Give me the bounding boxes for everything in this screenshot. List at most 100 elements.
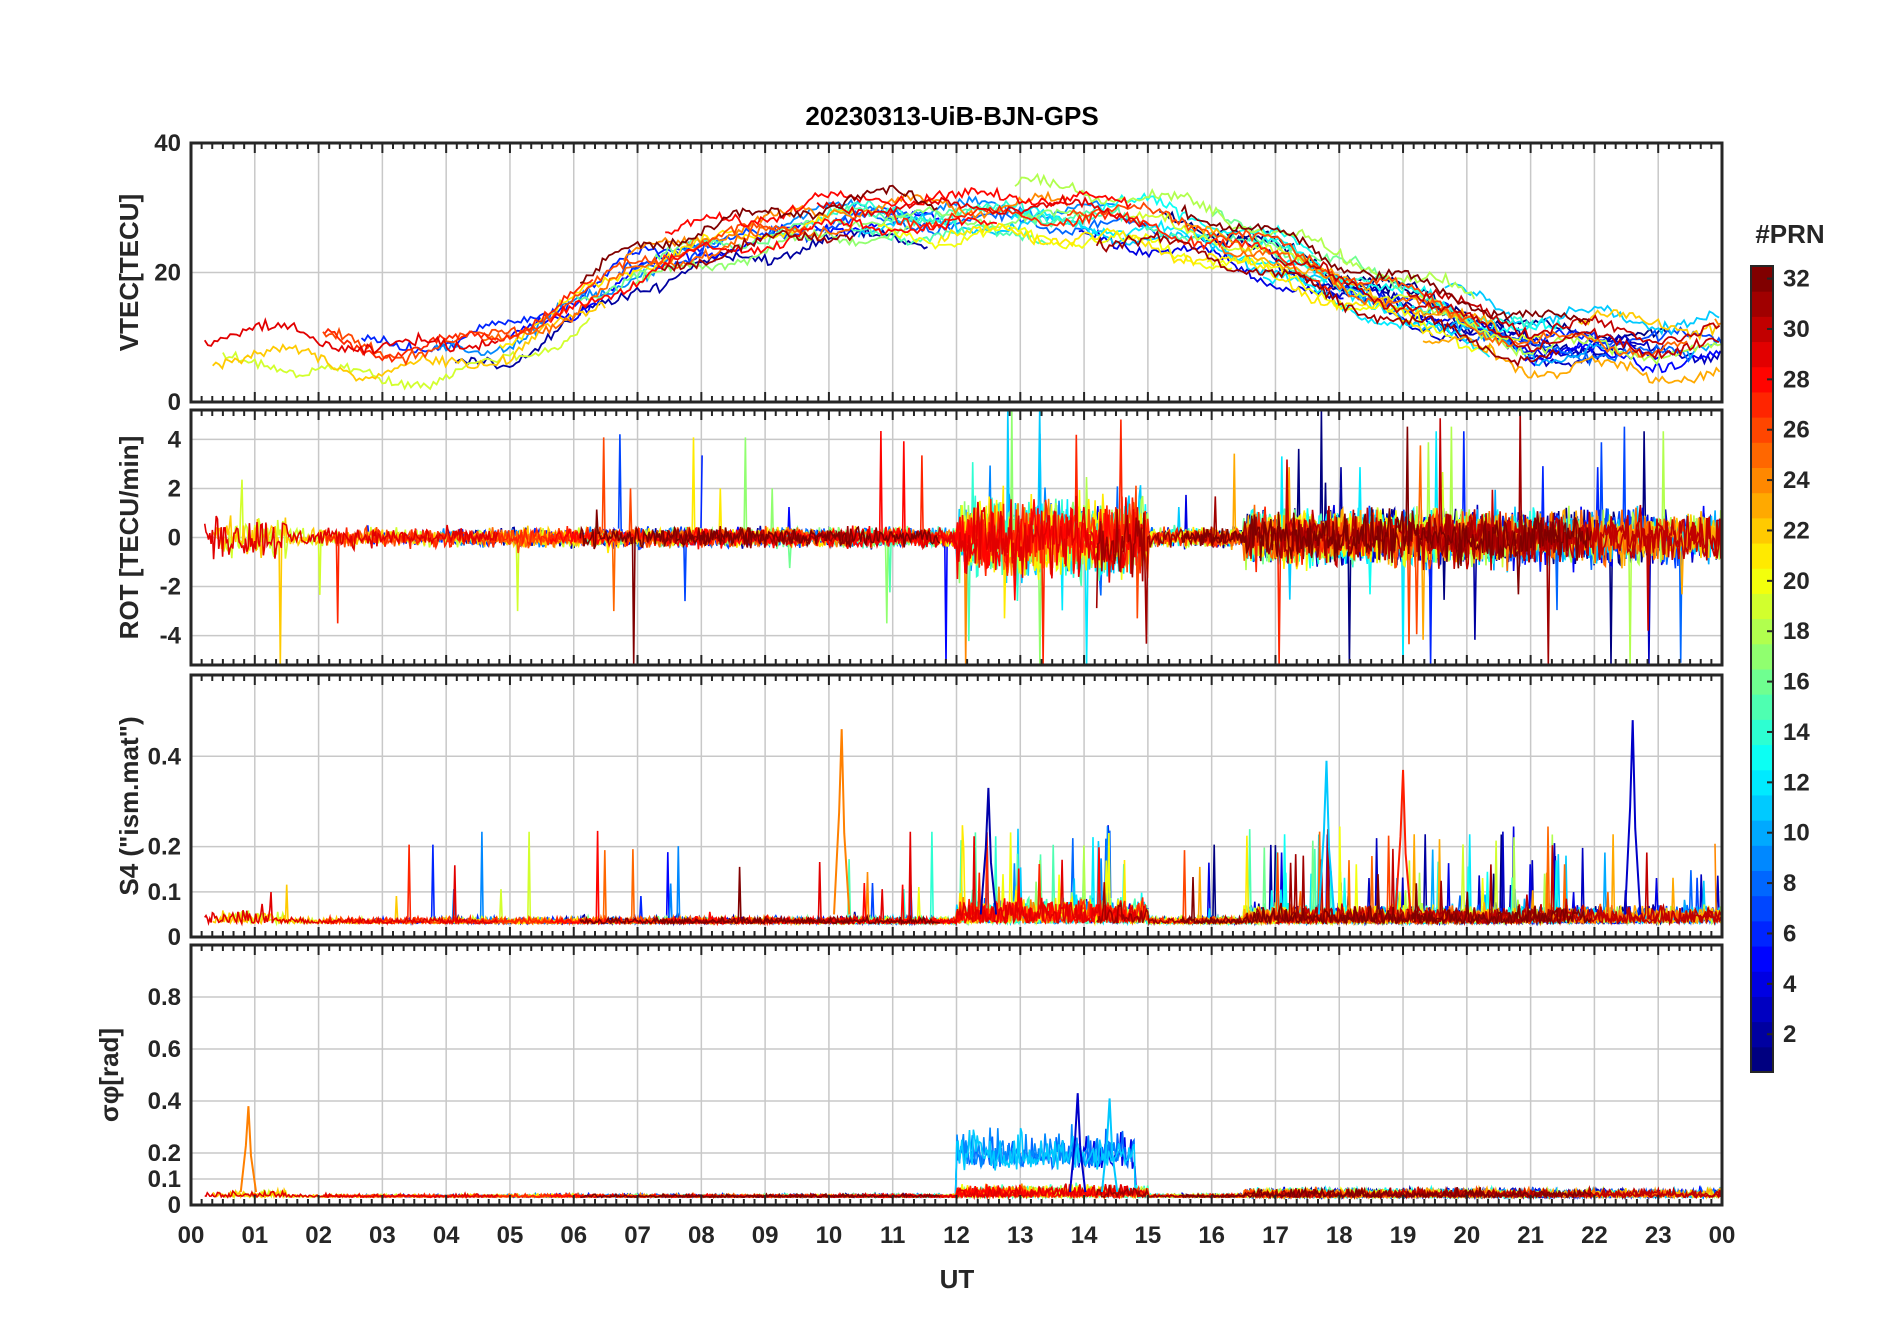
colorbar-segment — [1751, 820, 1773, 846]
x-tick-label: 00 — [1709, 1222, 1736, 1249]
prn-trace — [579, 866, 941, 926]
prn-trace — [1406, 845, 1722, 927]
prn-trace — [884, 204, 1332, 292]
prn-trace — [510, 852, 953, 926]
x-axis-label: UT — [940, 1264, 975, 1294]
peak-trace — [979, 787, 998, 915]
y-tick-label: 0 — [168, 924, 181, 951]
colorbar-tick-label: 10 — [1783, 820, 1810, 847]
colorbar-tick-label: 30 — [1783, 316, 1810, 343]
x-tick-label: 21 — [1517, 1222, 1544, 1249]
colorbar-tick-label: 24 — [1783, 467, 1810, 494]
colorbar-label: #PRN — [1755, 219, 1824, 249]
y-tick-label: 0.1 — [148, 1166, 181, 1193]
prn-trace — [1066, 201, 1480, 328]
colorbar-segment — [1751, 366, 1773, 393]
colorbar-segment — [1751, 291, 1773, 317]
y-tick-label: 0.4 — [148, 1088, 182, 1115]
prn-trace — [222, 831, 591, 927]
colorbar-tick-label: 16 — [1783, 669, 1810, 696]
prn-trace — [204, 865, 499, 927]
prn-trace — [1014, 426, 1478, 574]
colorbar-segment — [1751, 391, 1773, 418]
prn-trace — [432, 831, 726, 926]
prn-trace — [549, 216, 998, 324]
y-tick-label: 0.1 — [148, 879, 181, 906]
prn-trace — [1092, 192, 1314, 255]
y-tick-label: 20 — [154, 260, 181, 287]
series-traces — [203, 410, 1722, 665]
colorbar-segment — [1751, 870, 1773, 897]
prn-trace — [204, 1189, 499, 1200]
x-tick-label: 06 — [560, 1222, 587, 1249]
prn-trace — [857, 410, 1329, 600]
x-tick-label: 04 — [433, 1222, 460, 1249]
x-tick-label: 08 — [688, 1222, 715, 1249]
colorbar-segment — [1751, 593, 1773, 620]
x-tick-label: 14 — [1071, 1222, 1098, 1249]
y-tick-label: 0 — [168, 1192, 181, 1219]
prn-trace — [322, 221, 812, 367]
prn-trace — [767, 195, 1120, 236]
colorbar-segment — [1751, 996, 1773, 1023]
colorbar-tick-label: 20 — [1783, 568, 1810, 595]
prn-trace — [1180, 874, 1592, 926]
y-axis-label: σφ[rad] — [94, 1028, 124, 1122]
x-ticks — [190, 410, 1723, 665]
x-tick-label: 09 — [752, 1222, 779, 1249]
colorbar-tick-label: 4 — [1783, 971, 1797, 998]
colorbar-segment — [1751, 266, 1773, 292]
colorbar-segment — [1751, 341, 1773, 368]
prn-trace — [1406, 288, 1721, 346]
colorbar-frame — [1750, 265, 1774, 1073]
prn-trace — [579, 1192, 941, 1199]
x-ticks — [190, 945, 1723, 1205]
colorbar-segment — [1751, 669, 1773, 695]
prn-trace — [937, 222, 1434, 337]
prn-trace — [816, 193, 1147, 228]
x-ticks — [190, 143, 1723, 402]
y-axis-label: S4 ("ism.mat") — [114, 716, 144, 895]
y-tick-label: 4 — [168, 426, 182, 453]
x-axis: 00 01 02 03 04 05 06 07 08 09 10 11 12 13 14 15 16 17 18 19… — [178, 1222, 1736, 1249]
y-tick-label: 40 — [154, 130, 181, 157]
prn-trace — [1014, 172, 1476, 300]
y-tick-label: 0.2 — [148, 834, 181, 861]
prn-trace — [203, 515, 499, 560]
colorbar-segment — [1751, 568, 1773, 594]
x-tick-label: 16 — [1198, 1222, 1225, 1249]
x-tick-label: 20 — [1453, 1222, 1480, 1249]
y-tick-label: 0.8 — [148, 984, 181, 1011]
prn-trace — [1444, 282, 1720, 337]
series-traces — [204, 1093, 1722, 1201]
y-tick-label: 0 — [168, 525, 181, 552]
x-tick-label: 13 — [1007, 1222, 1034, 1249]
series-traces — [204, 720, 1722, 927]
colorbar-tick-label: 6 — [1783, 920, 1796, 947]
colorbar-segment — [1751, 920, 1773, 947]
colorbar-segment — [1751, 467, 1773, 494]
grid-lines — [190, 142, 1723, 403]
colorbar-segment — [1751, 744, 1773, 771]
prn-trace — [579, 509, 941, 665]
x-tick-label: 00 — [178, 1222, 205, 1249]
colorbar-segment — [1751, 417, 1773, 443]
panel-vtec: 0 20 40 VTEC[TECU] — [114, 130, 1724, 416]
panel-sigma-phi: 00.10.2 0.4 0.6 0.8 σφ[rad] — [94, 943, 1724, 1219]
peak-trace — [1394, 769, 1412, 915]
prn-trace — [579, 184, 938, 284]
y-tick-label: -2 — [160, 574, 181, 601]
prn-trace — [1206, 255, 1492, 353]
prn-trace — [877, 223, 1233, 271]
y-tick-label: 2 — [168, 475, 181, 502]
colorbar-segment — [1751, 719, 1773, 746]
prn-trace — [1578, 309, 1719, 341]
prn-trace — [817, 1183, 1146, 1201]
colorbar-segment — [1751, 971, 1773, 997]
colorbar-segment — [1751, 643, 1773, 670]
prn-trace — [1078, 228, 1344, 300]
x-tick-label: 02 — [305, 1222, 332, 1249]
panel-rot: -4 -2 0 2 4 ROT [TECU/min] — [114, 408, 1724, 667]
peak-trace — [1069, 1093, 1087, 1193]
